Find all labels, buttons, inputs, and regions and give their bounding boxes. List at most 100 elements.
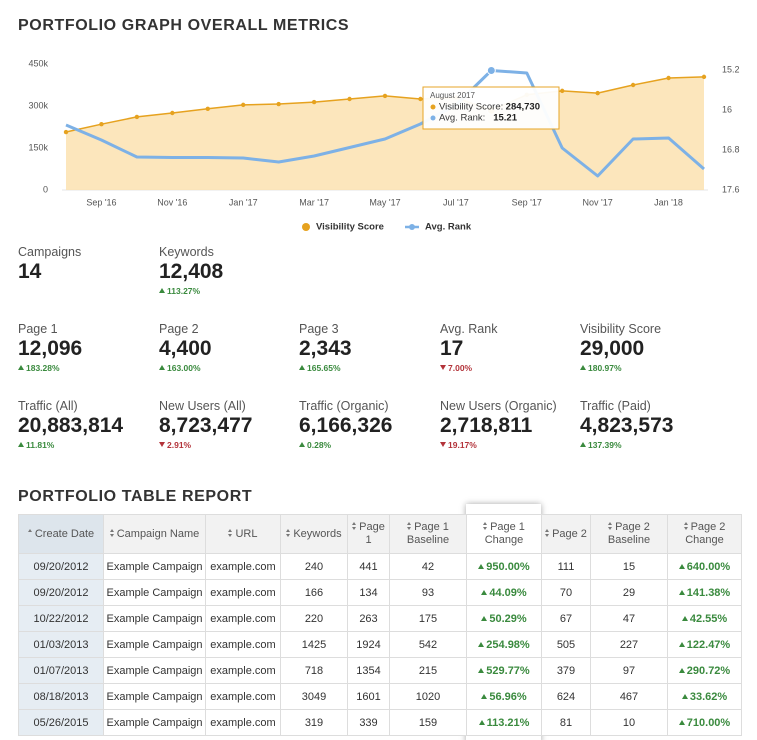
cell-text: Example Campaign xyxy=(106,664,203,677)
cell-text: 1924 xyxy=(356,638,381,651)
table-cell: 710.00% xyxy=(667,709,742,736)
header-text: Page 1 Baseline xyxy=(406,521,450,546)
cell-text: 441 xyxy=(359,560,378,573)
table-cell: 441 xyxy=(347,553,390,580)
column-header[interactable]: Page 1 Baseline xyxy=(389,514,467,554)
metric-label: Page 3 xyxy=(299,322,339,336)
table-cell: 240 xyxy=(280,553,348,580)
column-header[interactable]: Campaign Name xyxy=(103,514,206,554)
trend-arrow xyxy=(478,667,485,673)
trend-arrow xyxy=(478,719,485,725)
table-cell: 70 xyxy=(541,579,591,606)
column-header[interactable]: Page 1 Change xyxy=(466,514,542,554)
column-header[interactable]: Page 2 xyxy=(541,514,591,554)
table-cell: example.com xyxy=(205,553,281,580)
cell-text: 44.09% xyxy=(489,586,527,599)
cell-text: example.com xyxy=(210,716,276,729)
tooltip-label: Avg. Rank: xyxy=(439,113,485,124)
cell-text: 1601 xyxy=(356,690,381,703)
table-cell: 1425 xyxy=(280,631,348,658)
metric-label: Page 2 xyxy=(159,322,199,336)
metric-change: 113.27% xyxy=(159,286,299,296)
metric-value: 8,723,477 xyxy=(159,414,253,437)
tooltip: August 2017 Visibility Score: 284,730 Avg. … xyxy=(422,86,560,130)
table-cell: 42 xyxy=(389,553,467,580)
header-text: Create Date xyxy=(34,527,95,540)
metric-value: 12,096 xyxy=(18,337,83,360)
point xyxy=(205,106,210,112)
cell-text: example.com xyxy=(210,586,276,599)
table-row: 08/18/2013 Example Campaign example.com 304… xyxy=(18,683,742,710)
series-line xyxy=(65,69,705,178)
trend-arrow xyxy=(159,288,165,293)
table-row: 05/26/2015 Example Campaign example.com 319… xyxy=(18,709,742,736)
table-cell: Example Campaign xyxy=(103,553,206,580)
metric-card: Traffic (Organic) 6,166,326 0.28% xyxy=(299,399,439,450)
cell-text: 09/20/2012 xyxy=(33,560,89,573)
point xyxy=(595,90,600,96)
cell-text: 01/07/2013 xyxy=(33,664,89,677)
cell-text: 290.72% xyxy=(686,664,731,677)
y2-tick-label: 15.2 xyxy=(722,64,740,74)
column-header[interactable]: Page 2 Change xyxy=(667,514,742,554)
metric-card: Avg. Rank 17 7.00% xyxy=(440,322,580,373)
metric-label: Visibility Score xyxy=(580,322,662,336)
y2-tick-label: 17.6 xyxy=(722,184,740,194)
trend-arrow xyxy=(681,693,688,699)
table-cell: 33.62% xyxy=(667,683,742,710)
cell-text: 240 xyxy=(304,560,324,573)
cell-text: 05/26/2015 xyxy=(33,716,89,729)
cell-text: Example Campaign xyxy=(106,638,203,651)
table-cell: 1354 xyxy=(347,657,390,684)
metric-change: 137.39% xyxy=(580,440,720,450)
column-header[interactable]: Page 1 xyxy=(347,514,390,554)
cell-text: 254.98% xyxy=(486,638,530,651)
table-cell: 67 xyxy=(541,605,591,632)
column-header[interactable]: Create Date xyxy=(18,514,104,554)
tooltip-value: 15.21 xyxy=(493,113,517,124)
table-cell: 319 xyxy=(280,709,348,736)
legend-label: Visibility Score xyxy=(316,222,384,233)
trend-arrow xyxy=(299,365,305,370)
metric-value: 4,823,573 xyxy=(580,414,674,437)
column-header[interactable]: Page 2 Baseline xyxy=(590,514,668,554)
change-value: 11.81% xyxy=(26,440,55,450)
y2-tick-label: 16 xyxy=(722,104,732,114)
cell-text: example.com xyxy=(210,664,276,677)
trend-arrow xyxy=(678,667,685,673)
metric-value: 6,166,326 xyxy=(299,414,393,437)
cell-text: 220 xyxy=(304,612,324,625)
table-cell: Example Campaign xyxy=(103,605,206,632)
table-cell: 467 xyxy=(590,683,668,710)
x-tick-label: Jul '17 xyxy=(443,197,469,207)
sort-icon xyxy=(352,522,357,530)
table-cell: 175 xyxy=(389,605,467,632)
table-cell: 950.00% xyxy=(466,553,542,580)
table-row: 01/03/2013 Example Campaign example.com 142… xyxy=(18,631,742,658)
header-text: URL xyxy=(235,527,258,540)
trend-arrow xyxy=(478,641,485,647)
sort-icon xyxy=(407,522,412,530)
cell-text: 1020 xyxy=(415,690,441,703)
trend-arrow xyxy=(580,442,586,447)
table-cell: 122.47% xyxy=(667,631,742,658)
table-cell: Example Campaign xyxy=(103,579,206,606)
cell-text: 718 xyxy=(304,664,324,677)
cell-text: 640.00% xyxy=(686,560,731,573)
column-header[interactable]: Keywords xyxy=(280,514,348,554)
trend-arrow xyxy=(159,365,165,370)
metric-card: New Users (Organic) 2,718,811 19.17% xyxy=(440,399,580,450)
table-cell: 1020 xyxy=(389,683,467,710)
change-value: 113.27% xyxy=(167,286,201,296)
cell-text: 09/20/2012 xyxy=(33,586,89,599)
cell-text: Example Campaign xyxy=(106,716,203,729)
cell-text: example.com xyxy=(210,560,276,573)
change-value: 7.00% xyxy=(448,363,473,373)
cell-text: 47 xyxy=(622,612,636,625)
tooltip-value: 284,730 xyxy=(506,102,540,113)
table-cell: 379 xyxy=(541,657,591,684)
column-header[interactable]: URL xyxy=(205,514,281,554)
table-cell: 01/07/2013 xyxy=(18,657,104,684)
metric-change: 0.28% xyxy=(299,440,439,450)
table-cell: 08/18/2013 xyxy=(18,683,104,710)
